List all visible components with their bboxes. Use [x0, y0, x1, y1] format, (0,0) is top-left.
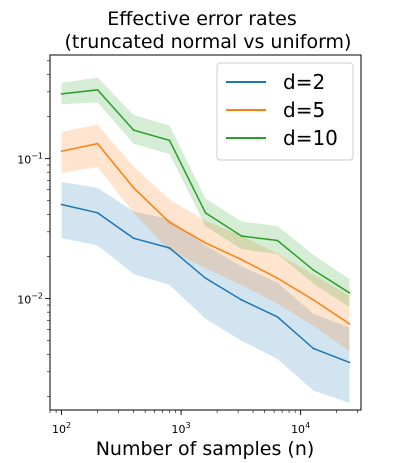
- x-tick-label: 104: [291, 421, 310, 436]
- legend-box: [216, 62, 354, 161]
- series-lines: [60, 88, 351, 364]
- point-d2: [276, 316, 279, 318]
- point-d2: [240, 298, 243, 301]
- point-d2: [312, 347, 315, 350]
- y-tick-label: 10−1: [17, 152, 43, 167]
- x-tick-label: 103: [172, 421, 191, 436]
- chart-title-line2: (truncated normal vs uniform): [65, 31, 352, 53]
- plot-frame: [49, 54, 362, 411]
- point-d10: [60, 93, 63, 95]
- point-d5: [312, 298, 315, 301]
- point-d5: [132, 186, 135, 189]
- chart-title-line1: Effective error rates: [107, 8, 296, 30]
- point-d2: [132, 237, 135, 240]
- legend-label-d10: d=10: [283, 126, 338, 150]
- point-d5: [96, 142, 99, 145]
- band-d2: [61, 182, 350, 403]
- legend-label-d5: d=5: [283, 98, 325, 122]
- point-d10: [204, 211, 207, 214]
- point-d2: [204, 277, 207, 280]
- point-d10: [348, 291, 351, 294]
- point-d2: [168, 247, 171, 249]
- point-d5: [204, 242, 207, 244]
- band-d10: [61, 77, 350, 308]
- legend: d=2 d=5 d=10: [216, 62, 354, 161]
- point-d10: [240, 235, 243, 237]
- band-d5: [61, 124, 350, 352]
- legend-label-d2: d=2: [283, 70, 325, 94]
- y-tick-label: 10−2: [17, 292, 43, 307]
- point-d5: [276, 277, 279, 280]
- point-d10: [96, 88, 99, 91]
- point-d10: [312, 269, 315, 271]
- point-d10: [168, 139, 171, 142]
- point-d5: [168, 221, 171, 224]
- point-d2: [348, 361, 351, 364]
- x-axis-label: Number of samples (n): [96, 438, 315, 460]
- point-d10: [132, 129, 135, 131]
- point-d5: [240, 258, 243, 261]
- point-d2: [96, 211, 99, 214]
- y-axis: 10−1 10−2: [17, 60, 50, 397]
- x-tick-label: 102: [52, 421, 71, 436]
- point-d5: [348, 322, 351, 325]
- confidence-bands: [61, 77, 350, 403]
- x-axis: 102 103 104: [49, 410, 358, 436]
- point-d10: [276, 239, 279, 242]
- point-d2: [60, 203, 63, 206]
- point-d5: [60, 150, 63, 153]
